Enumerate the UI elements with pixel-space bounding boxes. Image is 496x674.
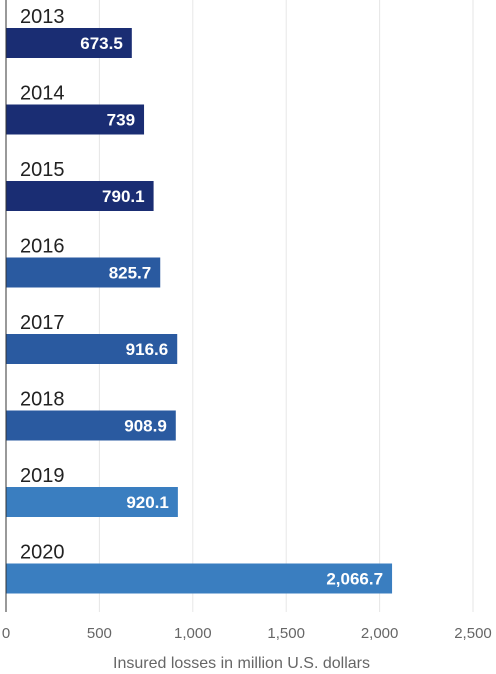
grid-lines xyxy=(98,0,474,612)
value-label: 920.1 xyxy=(126,493,169,512)
category-label: 2013 xyxy=(20,6,65,28)
bar xyxy=(6,334,178,364)
x-tick-label: 2,500 xyxy=(454,625,492,642)
category-label: 2016 xyxy=(20,236,65,258)
x-axis-title: Insured losses in million U.S. dollars xyxy=(113,655,370,672)
bar xyxy=(6,181,154,211)
x-tick-label: 1,500 xyxy=(267,625,305,642)
value-label: 673.5 xyxy=(80,34,123,53)
bar xyxy=(6,257,161,288)
value-label: 916.6 xyxy=(126,340,169,359)
category-label: 2015 xyxy=(20,159,65,181)
value-label: 739 xyxy=(107,111,135,130)
bar xyxy=(6,410,176,441)
x-tick-label: 0 xyxy=(2,625,10,642)
category-label: 2014 xyxy=(20,83,65,105)
x-axis-ticks: 0 500 1,000 1,500 2,000 2,500 xyxy=(2,625,492,642)
category-label: 2017 xyxy=(20,312,65,334)
value-label: 2,066.7 xyxy=(326,570,383,589)
bar xyxy=(6,28,132,58)
bars: 2013 673.5 2014 739 2015 790.1 2016 825.7 2017 91… xyxy=(6,6,393,594)
bar xyxy=(6,563,393,594)
category-label: 2018 xyxy=(20,389,65,411)
category-label: 2019 xyxy=(20,465,65,487)
value-label: 908.9 xyxy=(124,417,167,436)
x-tick-label: 2,000 xyxy=(361,625,399,642)
category-label: 2020 xyxy=(20,542,65,564)
value-label: 825.7 xyxy=(109,264,152,283)
bar xyxy=(6,104,145,135)
value-label: 790.1 xyxy=(102,187,145,206)
bar xyxy=(6,487,178,517)
x-tick-label: 500 xyxy=(87,625,112,642)
x-tick-label: 1,000 xyxy=(174,625,212,642)
